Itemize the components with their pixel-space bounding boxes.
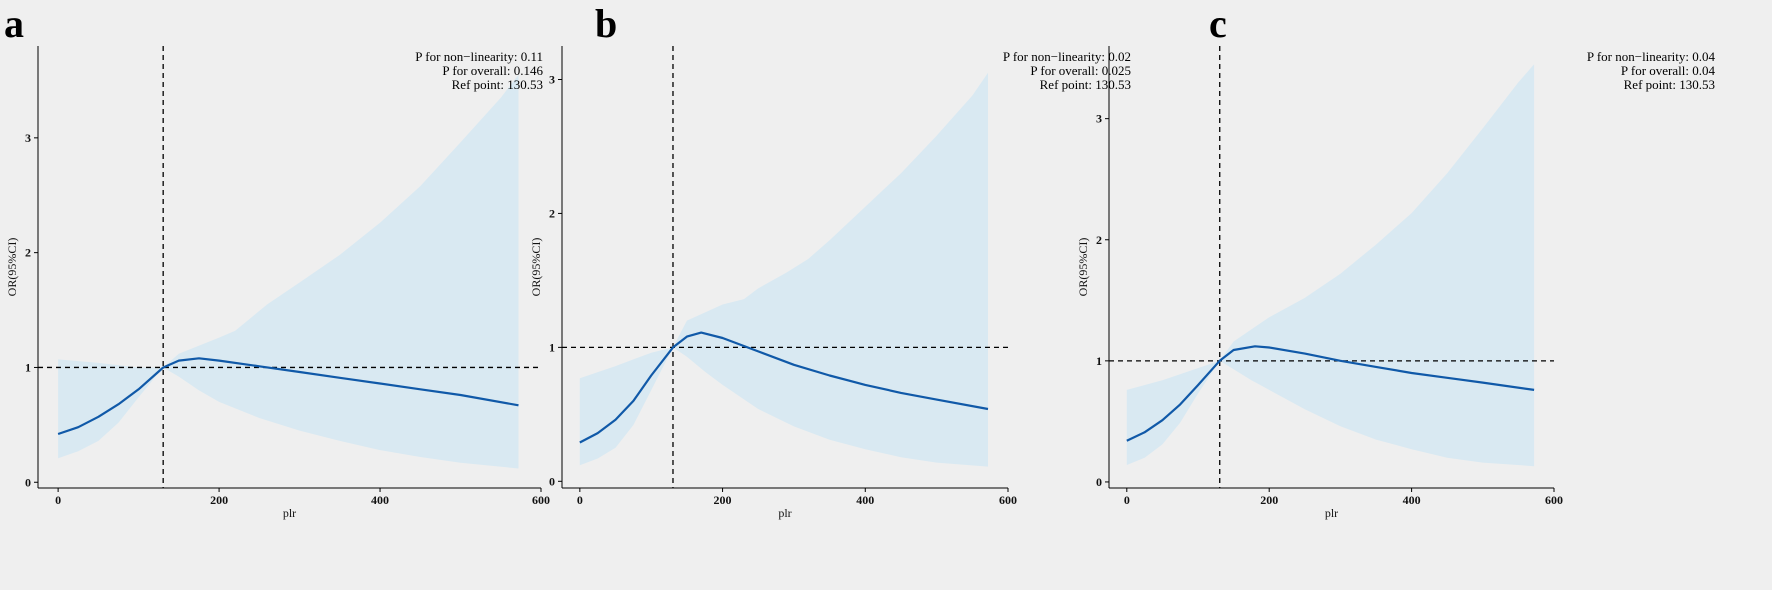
- refpoint-value: 130.53: [1679, 77, 1715, 92]
- chart-panel-a: 0 200 400 600 0 1 2 3 plr OR(95%CI) a P for non−l…: [0, 0, 591, 590]
- chart-panel-c: 0 200 400 600 0 1 2 3 plr OR(95%CI) c P for non−l…: [1076, 0, 1772, 590]
- y-axis-title: OR(95%CI): [5, 238, 19, 297]
- nonlinearity-label: P for non−linearity:: [415, 49, 518, 64]
- y-tick-label: 1: [1096, 354, 1102, 368]
- stats-box: P for non−linearity: 0.02 P for overall:…: [1003, 50, 1131, 92]
- nonlinearity-value: 0.02: [1108, 49, 1131, 64]
- overall-value: 0.025: [1101, 63, 1131, 78]
- y-tick-label: 3: [1096, 112, 1102, 126]
- nonlinearity-line: P for non−linearity: 0.04: [1587, 50, 1715, 64]
- x-tick-label: 200: [210, 493, 228, 507]
- panel-label-b: b: [595, 1, 618, 46]
- nonlinearity-line: P for non−linearity: 0.02: [1003, 50, 1131, 64]
- panel-label-c: c: [1209, 1, 1227, 46]
- x-tick-label: 400: [1403, 493, 1421, 507]
- y-tick-label: 0: [1096, 475, 1102, 489]
- overall-label: P for overall:: [1030, 63, 1099, 78]
- refpoint-label: Ref point:: [1039, 77, 1092, 92]
- y-tick-label: 2: [25, 246, 31, 260]
- y-tick-label: 2: [549, 206, 555, 220]
- plot-area: 0 200 400 600 0 1 2 3 plr OR(95%CI): [1076, 46, 1563, 520]
- stats-box: P for non−linearity: 0.04 P for overall:…: [1587, 50, 1715, 92]
- refpoint-label: Ref point:: [451, 77, 504, 92]
- nonlinearity-value: 0.04: [1692, 49, 1715, 64]
- refpoint-label: Ref point:: [1623, 77, 1676, 92]
- y-tick-label: 2: [1096, 233, 1102, 247]
- stats-box: P for non−linearity: 0.11 P for overall:…: [415, 50, 543, 92]
- refpoint-value: 130.53: [507, 77, 543, 92]
- x-tick-label: 0: [1124, 493, 1130, 507]
- x-axis-title: plr: [1325, 506, 1338, 520]
- overall-line: P for overall: 0.025: [1003, 64, 1131, 78]
- x-tick-label: 400: [856, 493, 874, 507]
- y-axis-title: OR(95%CI): [1076, 238, 1090, 297]
- y-tick-label: 0: [25, 475, 31, 489]
- x-tick-label: 600: [1545, 493, 1563, 507]
- x-tick-label: 0: [577, 493, 583, 507]
- nonlinearity-line: P for non−linearity: 0.11: [415, 50, 543, 64]
- y-tick-label: 1: [25, 360, 31, 374]
- refpoint-line: Ref point: 130.53: [1587, 78, 1715, 92]
- plot-area: 0 200 400 600 0 1 2 3 plr OR(95%CI): [5, 46, 550, 520]
- refpoint-line: Ref point: 130.53: [415, 78, 543, 92]
- plot-area: 0 200 400 600 0 1 2 3 plr OR(95%CI): [529, 46, 1017, 520]
- x-axis-title: plr: [283, 506, 296, 520]
- nonlinearity-label: P for non−linearity:: [1002, 49, 1105, 64]
- x-tick-label: 200: [714, 493, 732, 507]
- y-tick-label: 1: [549, 340, 555, 354]
- or-estimate-line: [579, 331, 989, 444]
- overall-line: P for overall: 0.146: [415, 64, 543, 78]
- confidence-band: [579, 72, 988, 467]
- x-axis-title: plr: [778, 506, 791, 520]
- overall-value: 0.04: [1692, 63, 1715, 78]
- y-tick-label: 3: [25, 131, 31, 145]
- overall-line: P for overall: 0.04: [1587, 64, 1715, 78]
- or-estimate-line: [57, 357, 519, 436]
- refpoint-line: Ref point: 130.53: [1003, 78, 1131, 92]
- nonlinearity-label: P for non−linearity:: [1586, 49, 1689, 64]
- x-tick-label: 600: [532, 493, 550, 507]
- chart-panel-b: 0 200 400 600 0 1 2 3 plr OR(95%CI) b P for non−l…: [529, 0, 1182, 590]
- confidence-band: [1126, 64, 1535, 467]
- x-tick-label: 0: [55, 493, 61, 507]
- confidence-band: [58, 74, 519, 469]
- overall-label: P for overall:: [1620, 63, 1689, 78]
- panel-label-a: a: [4, 1, 24, 46]
- y-axis-title: OR(95%CI): [529, 238, 543, 297]
- y-tick-label: 0: [549, 474, 555, 488]
- x-tick-label: 400: [371, 493, 389, 507]
- overall-label: P for overall:: [442, 63, 511, 78]
- y-tick-label: 3: [549, 72, 555, 86]
- or-estimate-line: [1126, 345, 1535, 442]
- x-tick-label: 200: [1260, 493, 1278, 507]
- refpoint-value: 130.53: [1095, 77, 1131, 92]
- nonlinearity-value: 0.11: [520, 49, 543, 64]
- x-tick-label: 600: [999, 493, 1017, 507]
- overall-value: 0.146: [513, 63, 543, 78]
